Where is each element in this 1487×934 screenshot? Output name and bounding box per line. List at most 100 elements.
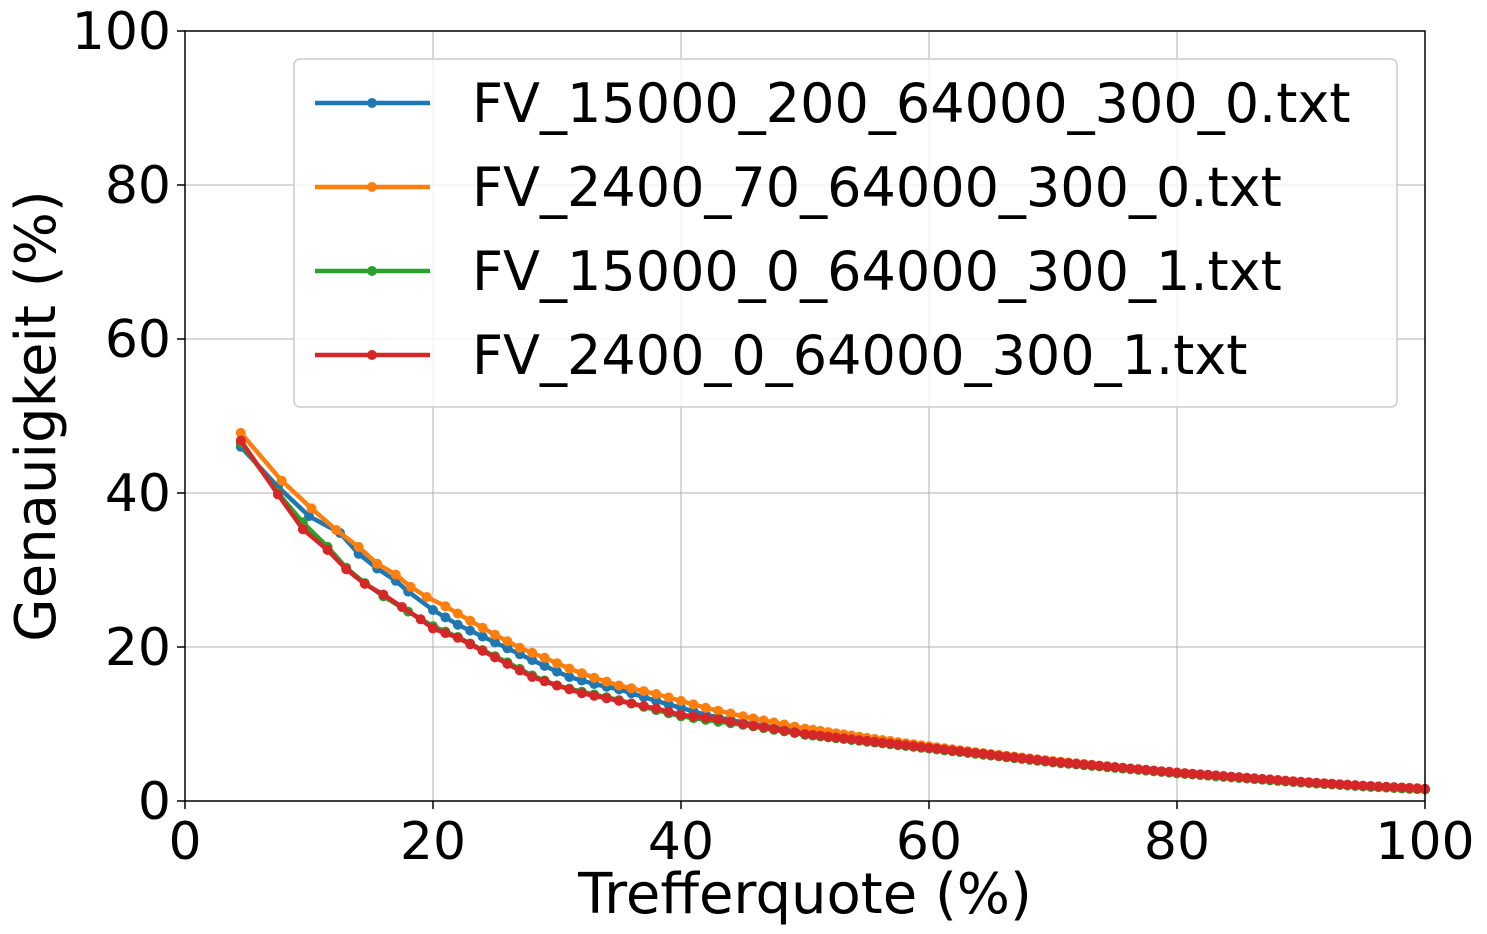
- series-point: [552, 658, 562, 669]
- series-lines: [235, 427, 1430, 795]
- x-tick-label: 20: [400, 812, 466, 872]
- series-point: [769, 724, 779, 734]
- series-point: [502, 643, 513, 654]
- series-point: [452, 619, 463, 630]
- series-point: [651, 689, 662, 699]
- series-point: [748, 713, 759, 724]
- series-point: [1210, 770, 1221, 781]
- series-point: [651, 703, 662, 714]
- series-point: [1342, 779, 1353, 790]
- series-point: [1311, 777, 1322, 788]
- series-point: [1350, 780, 1361, 791]
- series-point: [1048, 756, 1058, 767]
- series-point: [779, 725, 790, 736]
- series-point: [688, 711, 699, 722]
- legend-label: FV_15000_200_64000_300_0.txt: [472, 72, 1351, 135]
- series-point: [807, 729, 818, 740]
- x-tick-label: 60: [896, 812, 962, 872]
- series-point: [738, 711, 748, 722]
- series-point: [1334, 779, 1345, 790]
- series-point: [1195, 769, 1206, 780]
- series-point: [1164, 766, 1175, 777]
- series-point: [527, 647, 538, 658]
- legend-swatch-marker: [367, 350, 377, 360]
- series-point: [490, 652, 500, 663]
- series-point: [738, 719, 748, 729]
- series-point: [877, 737, 888, 748]
- series-point: [725, 708, 736, 719]
- series-point: [700, 712, 711, 723]
- series-point: [539, 660, 550, 671]
- series-point: [1249, 773, 1260, 784]
- series-point: [1125, 763, 1136, 774]
- series-point: [916, 742, 927, 752]
- series-point: [1133, 764, 1144, 775]
- x-tick-label: 100: [1375, 812, 1474, 872]
- series-point: [397, 602, 407, 612]
- series-point: [1187, 768, 1198, 779]
- series-point: [405, 581, 416, 592]
- series-point: [297, 524, 308, 535]
- series-point: [1156, 766, 1167, 777]
- legend: FV_15000_200_64000_300_0.txt FV_2400_70_6…: [293, 58, 1398, 408]
- series-point: [1404, 782, 1415, 793]
- series-point: [527, 655, 538, 666]
- series-point: [1241, 772, 1252, 783]
- series-point: [758, 715, 769, 726]
- series-point: [908, 741, 919, 752]
- series-point: [1218, 771, 1229, 781]
- series-point: [1358, 780, 1368, 791]
- series-point: [576, 688, 587, 699]
- series-point: [1141, 764, 1151, 775]
- series-point: [846, 734, 857, 745]
- legend-box: [293, 58, 1398, 408]
- series-point: [235, 427, 246, 438]
- x-axis-label: Trefferquote (%): [577, 862, 1032, 927]
- legend-swatch-marker: [367, 98, 377, 108]
- series-point: [978, 748, 989, 759]
- series-point: [1094, 760, 1105, 771]
- series-point: [1296, 776, 1306, 787]
- series-point: [1079, 759, 1089, 770]
- legend-entries: FV_15000_200_64000_300_0.txt FV_2400_70_6…: [315, 72, 1351, 387]
- y-tick-label: 60: [105, 310, 171, 370]
- series-point: [651, 695, 662, 706]
- series-point: [477, 631, 488, 642]
- series-point: [638, 701, 649, 711]
- series-point: [1148, 765, 1159, 776]
- series-point: [900, 740, 911, 751]
- series-point: [986, 749, 996, 760]
- series-point: [601, 693, 612, 704]
- series-point: [663, 692, 674, 703]
- series-point: [993, 750, 1004, 761]
- series-point: [676, 709, 686, 720]
- series-point: [372, 558, 383, 569]
- series-point: [955, 746, 965, 757]
- series-point: [626, 698, 637, 709]
- series-point: [601, 676, 612, 687]
- series-point: [924, 742, 934, 753]
- y-tick-label: 100: [72, 2, 171, 62]
- series-point: [1110, 762, 1120, 773]
- series-point: [552, 680, 562, 691]
- series-point: [514, 642, 525, 653]
- series-point: [564, 684, 575, 695]
- series-point: [341, 564, 352, 575]
- series-point: [800, 729, 810, 739]
- series-point: [1288, 776, 1299, 787]
- series-point: [1396, 782, 1407, 793]
- series-point: [273, 489, 283, 500]
- y-tick-label: 0: [138, 772, 171, 832]
- series-4: [235, 435, 1430, 794]
- series-point: [1389, 782, 1399, 793]
- series-point: [440, 612, 451, 623]
- series-point: [589, 690, 600, 701]
- series-point: [1381, 781, 1392, 792]
- series-point: [1412, 783, 1423, 794]
- series-point: [831, 732, 841, 743]
- series-point: [1102, 761, 1113, 772]
- legend-swatch-marker: [367, 266, 377, 276]
- series-point: [823, 731, 834, 742]
- x-tick-label: 0: [168, 812, 201, 872]
- series-point: [440, 628, 451, 639]
